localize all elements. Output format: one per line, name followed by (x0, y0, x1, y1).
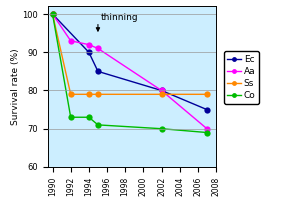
Aa (205, 127, 209, 130)
Legend: Ec, Aa, Ss, Co: Ec, Aa, Ss, Co (224, 51, 259, 104)
Ec (205, 108, 209, 111)
Text: thinning: thinning (101, 13, 138, 22)
Y-axis label: Survival rate (%): Survival rate (%) (11, 48, 20, 125)
Co (160, 127, 163, 130)
Aa (69, 40, 73, 42)
Ss (205, 93, 209, 96)
Ec (96, 70, 100, 73)
Ec (160, 89, 163, 92)
Aa (160, 89, 163, 92)
Ss (69, 93, 73, 96)
Ss (51, 13, 54, 15)
Ss (87, 93, 91, 96)
Co (205, 131, 209, 134)
Line: Co: Co (50, 11, 210, 136)
Co (87, 116, 91, 119)
Ss (96, 93, 100, 96)
Ec (87, 51, 91, 54)
Ec (51, 13, 54, 15)
Line: Aa: Aa (50, 11, 210, 132)
Co (51, 13, 54, 15)
Co (69, 116, 73, 119)
Aa (51, 13, 54, 15)
Line: Ec: Ec (50, 11, 210, 113)
Co (96, 124, 100, 126)
Aa (87, 43, 91, 46)
Line: Ss: Ss (50, 11, 210, 97)
Ss (160, 93, 163, 96)
Aa (96, 47, 100, 50)
